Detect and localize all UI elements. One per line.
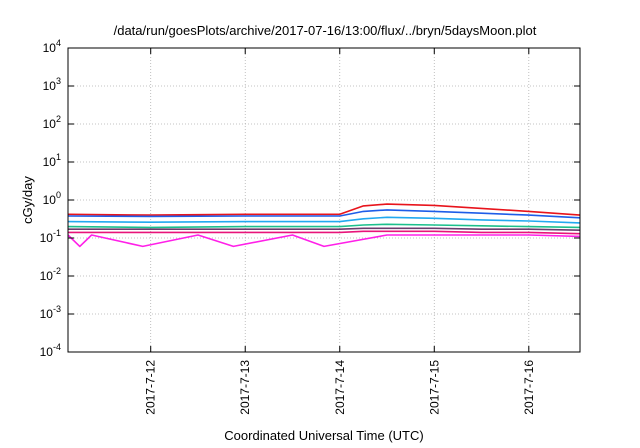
x-tick-label: 2017-7-13 [238, 360, 252, 415]
y-tick-label: 10-2 [40, 266, 61, 283]
grid [68, 48, 580, 352]
series-line-7 [67, 234, 581, 248]
series-line-4 [67, 223, 581, 229]
y-tick-label: 101 [43, 152, 61, 169]
y-tick-label: 10-3 [40, 304, 61, 321]
y-tick-label: 100 [43, 190, 61, 207]
y-tick-label: 10-1 [40, 228, 61, 245]
x-tick-label: 2017-7-15 [427, 360, 441, 415]
chart-title: /data/run/goesPlots/archive/2017-07-16/1… [114, 23, 537, 38]
y-tick-label: 104 [43, 38, 61, 55]
series-line-1 [67, 203, 581, 216]
series-layer [67, 203, 581, 248]
x-tick-label: 2017-7-14 [333, 360, 347, 415]
series-line-3 [67, 216, 581, 224]
y-tick-label: 103 [43, 76, 61, 93]
y-axis-label: cGy/day [20, 176, 35, 224]
y-tick-label: 102 [43, 114, 61, 131]
series-line-5 [68, 227, 581, 231]
series-line-2 [67, 209, 581, 219]
y-axis: 10-4 10-3 10-2 10-1 100 101 102 103 104 [40, 38, 580, 359]
x-axis-label: Coordinated Universal Time (UTC) [224, 428, 423, 443]
y-tick-label: 10-4 [40, 342, 61, 359]
series-line-6 [68, 230, 581, 235]
x-tick-label: 2017-7-16 [522, 360, 536, 415]
x-tick-label: 2017-7-12 [144, 360, 158, 415]
x-axis: 2017-7-12 2017-7-13 2017-7-14 2017-7-15 2017… [144, 48, 536, 415]
